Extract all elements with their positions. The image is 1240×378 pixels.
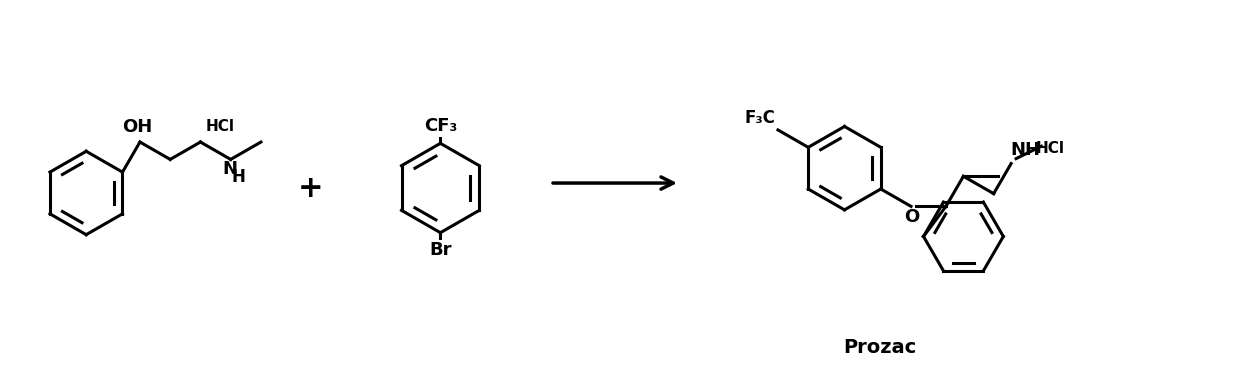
Text: NH: NH bbox=[1011, 141, 1040, 159]
Text: H: H bbox=[232, 168, 246, 186]
Text: +: + bbox=[298, 174, 324, 203]
Text: O: O bbox=[904, 208, 920, 226]
Text: F₃C: F₃C bbox=[744, 109, 775, 127]
Text: Prozac: Prozac bbox=[843, 338, 916, 357]
Text: OH: OH bbox=[122, 118, 153, 136]
Text: HCl: HCl bbox=[1037, 141, 1065, 156]
Text: HCl: HCl bbox=[206, 119, 234, 134]
Text: Br: Br bbox=[429, 241, 451, 259]
Text: CF₃: CF₃ bbox=[424, 118, 458, 135]
Text: N: N bbox=[222, 160, 237, 178]
